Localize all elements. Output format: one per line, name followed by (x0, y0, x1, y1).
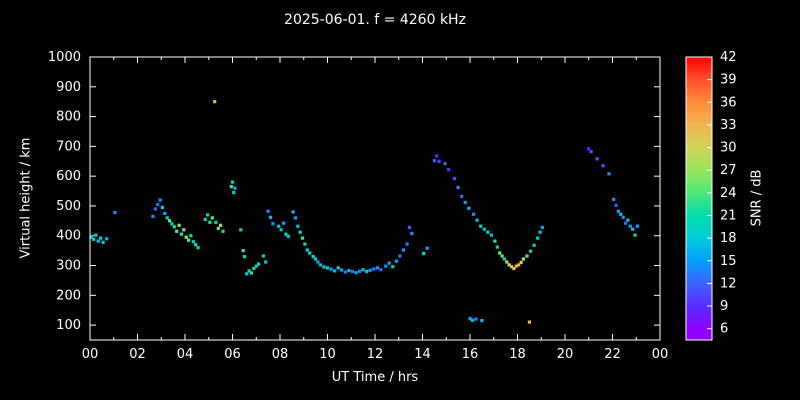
svg-text:300: 300 (56, 259, 81, 274)
svg-text:27: 27 (720, 163, 737, 178)
svg-text:24: 24 (720, 186, 737, 201)
svg-text:20: 20 (557, 347, 574, 362)
svg-text:14: 14 (414, 347, 431, 362)
svg-text:02: 02 (129, 347, 146, 362)
svg-text:6: 6 (720, 322, 728, 337)
svg-text:100: 100 (56, 318, 81, 333)
svg-text:9: 9 (720, 299, 728, 314)
svg-text:800: 800 (56, 110, 81, 125)
svg-text:1000: 1000 (48, 50, 81, 65)
colorbar-label: SNR / dB (749, 169, 765, 227)
svg-text:42: 42 (720, 50, 737, 65)
svg-text:04: 04 (177, 347, 194, 362)
x-axis-label: UT Time / hrs (331, 370, 419, 385)
svg-text:36: 36 (720, 95, 737, 110)
svg-text:06: 06 (224, 347, 241, 362)
svg-text:400: 400 (56, 229, 81, 244)
svg-text:00: 00 (82, 347, 99, 362)
svg-text:900: 900 (56, 80, 81, 95)
svg-text:00: 00 (652, 347, 669, 362)
svg-text:18: 18 (509, 347, 526, 362)
svg-text:500: 500 (56, 199, 81, 214)
svg-text:21: 21 (720, 208, 737, 223)
svg-text:200: 200 (56, 288, 81, 303)
svg-text:08: 08 (272, 347, 289, 362)
svg-text:12: 12 (367, 347, 384, 362)
svg-text:18: 18 (720, 231, 737, 246)
svg-text:39: 39 (720, 73, 737, 88)
svg-text:22: 22 (604, 347, 621, 362)
chart-title: 2025-06-01. f = 4260 kHz (284, 12, 466, 28)
svg-text:12: 12 (720, 276, 737, 291)
svg-text:15: 15 (720, 254, 737, 269)
svg-text:10: 10 (319, 347, 336, 362)
svg-text:700: 700 (56, 139, 81, 154)
svg-text:16: 16 (462, 347, 479, 362)
svg-text:30: 30 (720, 141, 737, 156)
svg-text:33: 33 (720, 118, 737, 133)
svg-text:600: 600 (56, 169, 81, 184)
